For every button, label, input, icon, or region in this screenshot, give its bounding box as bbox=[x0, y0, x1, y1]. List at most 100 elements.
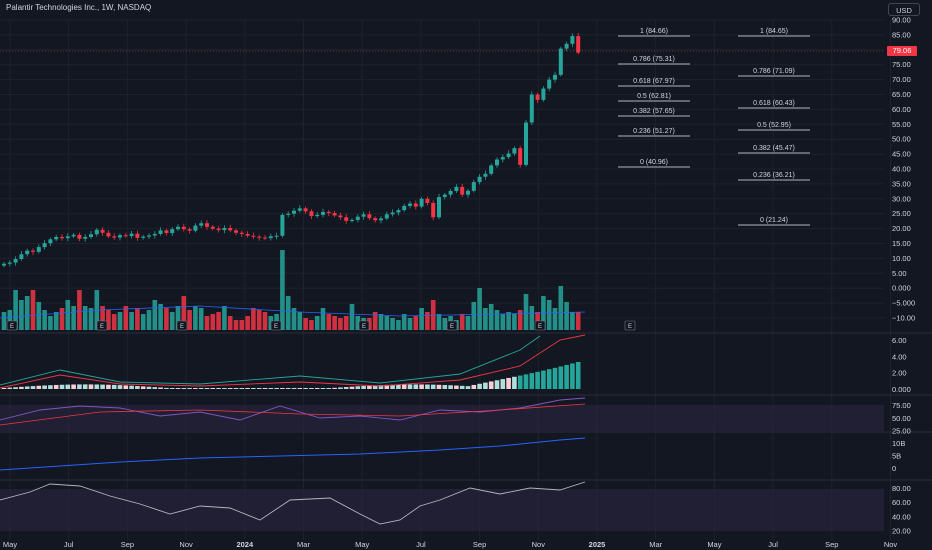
macd-histogram-bar bbox=[314, 388, 320, 389]
candle-body bbox=[71, 234, 76, 237]
macd-histogram-bar bbox=[442, 385, 448, 389]
candle-body bbox=[187, 229, 192, 231]
volume-bar bbox=[378, 314, 384, 330]
svg-text:E: E bbox=[100, 324, 104, 330]
volume-bar bbox=[506, 312, 511, 330]
price-axis-label: 45.00 bbox=[892, 150, 911, 159]
osc-axis-label: 60.00 bbox=[892, 498, 911, 507]
obv-axis-label: 5B bbox=[892, 452, 901, 461]
macd-histogram-bar bbox=[274, 388, 279, 389]
candle-body bbox=[199, 223, 204, 226]
price-axis[interactable]: 90.00 85.00 80.00 75.00 70.00 65.00 60.00 55.00… bbox=[892, 16, 915, 536]
macd-pane[interactable] bbox=[0, 334, 586, 389]
svg-text:E: E bbox=[362, 324, 366, 330]
macd-histogram-bar bbox=[77, 384, 82, 389]
macd-histogram-bar bbox=[135, 386, 140, 389]
earnings-marker: E bbox=[6, 320, 18, 331]
currency-button[interactable]: USD bbox=[888, 3, 920, 16]
volume-bar bbox=[65, 300, 71, 330]
volume-bar bbox=[216, 312, 221, 330]
volume-bar bbox=[494, 310, 500, 330]
price-axis-label: 30.00 bbox=[892, 194, 911, 203]
price-axis-label: 85.00 bbox=[892, 30, 911, 39]
macd-histogram-bar bbox=[570, 363, 575, 389]
candle-body bbox=[274, 235, 279, 237]
time-axis-label: Sep bbox=[825, 540, 838, 549]
volume-bar bbox=[239, 320, 245, 330]
svg-text:E: E bbox=[450, 324, 454, 330]
volume-bar bbox=[338, 318, 343, 330]
fib-left-level-label: 0.5 (62.81) bbox=[637, 93, 671, 100]
macd-histogram-bar bbox=[181, 388, 187, 389]
osc-axis-label: 80.00 bbox=[892, 484, 911, 493]
volume-bars bbox=[0, 250, 586, 330]
fibonacci-retracements[interactable]: 1 (84.66) 0.786 (75.31) 0.618 (67.97) 0.5 (… bbox=[618, 28, 810, 226]
candle-body bbox=[42, 243, 47, 248]
macd-histogram-bar bbox=[552, 367, 558, 389]
macd-histogram-bar bbox=[494, 380, 500, 389]
fib-right-level-label: 0.236 (36.21) bbox=[753, 172, 795, 179]
macd-histogram-bar bbox=[541, 370, 546, 389]
volume-bar bbox=[517, 310, 523, 330]
candle-body bbox=[570, 36, 575, 44]
price-axis-label: −5.000 bbox=[892, 299, 915, 308]
volume-bar bbox=[42, 310, 47, 330]
volume-bar bbox=[1, 312, 7, 330]
svg-text:E: E bbox=[274, 324, 278, 330]
candle-body bbox=[123, 235, 128, 237]
svg-text:E: E bbox=[538, 324, 542, 330]
obv-line bbox=[0, 437, 586, 471]
svg-text:E: E bbox=[10, 324, 14, 330]
last-price-tag: 79.06 bbox=[887, 46, 917, 56]
price-axis-label: 55.00 bbox=[892, 120, 911, 129]
obv-pane[interactable] bbox=[0, 437, 586, 471]
macd-histogram-bar bbox=[71, 384, 76, 389]
fib-left-level-label: 0.786 (75.31) bbox=[633, 56, 675, 63]
obv-axis-label: 10B bbox=[892, 439, 905, 448]
macd-histogram-bar bbox=[425, 384, 430, 389]
macd-histogram-bar bbox=[384, 384, 390, 389]
macd-histogram-bar bbox=[459, 385, 465, 389]
macd-histogram-bar bbox=[401, 384, 407, 389]
rsi-pane[interactable] bbox=[0, 397, 884, 431]
time-axis-label: Sep bbox=[121, 540, 134, 549]
volume-bar bbox=[193, 306, 198, 330]
macd-axis-label: 6.00 bbox=[892, 336, 907, 345]
macd-axis-label: 4.00 bbox=[892, 352, 907, 361]
candle-body bbox=[454, 186, 459, 192]
symbol-title[interactable]: Palantir Technologies Inc., 1W, NASDAQ bbox=[6, 3, 152, 12]
volume-bar bbox=[233, 320, 239, 330]
candle-body bbox=[222, 228, 227, 231]
macd-axis-label: 2.00 bbox=[892, 369, 907, 378]
candle-body bbox=[152, 233, 157, 236]
macd-signal-line bbox=[0, 334, 586, 389]
macd-histogram-bar bbox=[430, 384, 436, 389]
time-axis-label: Nov bbox=[884, 540, 898, 549]
oscillator-pane[interactable] bbox=[0, 481, 884, 531]
earnings-marker: E bbox=[176, 320, 188, 331]
volume-bar bbox=[106, 310, 111, 330]
candle-body bbox=[379, 218, 383, 221]
volume-bar bbox=[169, 312, 175, 330]
chart-grid bbox=[0, 19, 932, 540]
volume-bar bbox=[372, 312, 378, 330]
candle-body bbox=[112, 236, 117, 238]
macd-histogram-bar bbox=[349, 386, 355, 389]
candle-body bbox=[100, 229, 105, 233]
earnings-marker: E bbox=[270, 320, 282, 331]
volume-bar bbox=[164, 308, 169, 330]
volume-bar bbox=[175, 306, 181, 330]
macd-histogram-bar bbox=[419, 384, 424, 389]
volume-bar bbox=[436, 314, 442, 330]
macd-histogram-bar bbox=[280, 388, 285, 389]
volume-bar bbox=[396, 320, 401, 330]
fib-right-level-label: 0.786 (71.09) bbox=[753, 68, 795, 75]
candle-body bbox=[245, 233, 250, 236]
volume-bar bbox=[349, 304, 355, 330]
volume-bar bbox=[82, 306, 88, 330]
macd-histogram-bar bbox=[251, 388, 256, 389]
volume-bar bbox=[262, 312, 268, 330]
time-axis[interactable]: May Jul Sep Nov 2024 Mar May Jul Sep Nov 2025 Mar Ma… bbox=[3, 540, 898, 549]
